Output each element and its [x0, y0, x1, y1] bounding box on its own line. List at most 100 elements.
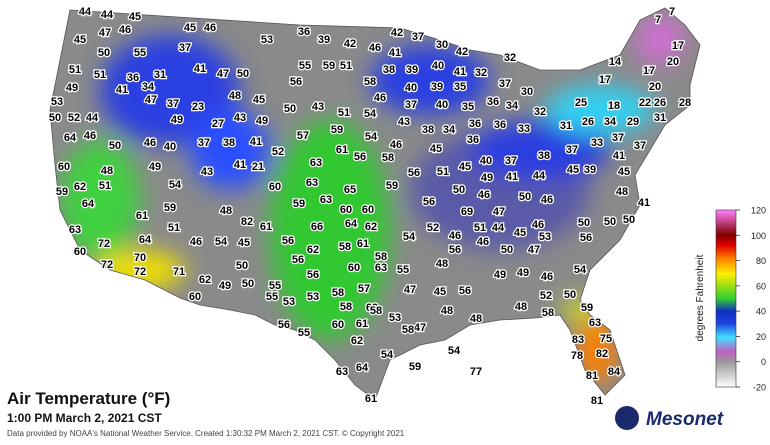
colorbar-tick-label: 20	[756, 332, 766, 342]
station-temperature: 59	[56, 186, 68, 198]
station-temperature: 46	[390, 139, 402, 151]
colorbar-ticks: -20 0 20 40 60 80 100 120	[736, 206, 766, 393]
station-temperature: 59	[386, 180, 398, 192]
station-temperature: 55	[397, 264, 409, 276]
colorbar-tick-label: 40	[756, 307, 766, 317]
station-temperature: 17	[643, 65, 655, 77]
station-temperature: 62	[307, 244, 319, 256]
station-temperature: 41	[194, 63, 206, 75]
station-temperature: 37	[566, 144, 578, 156]
station-temperature: 28	[679, 97, 691, 109]
station-temperature: 42	[344, 38, 356, 50]
station-temperature: 72	[134, 266, 146, 278]
station-temperature: 51	[437, 166, 449, 178]
station-temperature: 50	[604, 216, 616, 228]
station-temperature: 60	[189, 291, 201, 303]
station-temperature: 47	[528, 244, 540, 256]
station-temperature: 49	[66, 82, 78, 94]
station-temperature: 17	[672, 40, 684, 52]
station-temperature: 36	[298, 26, 310, 38]
station-temperature: 54	[169, 179, 182, 191]
station-temperature: 58	[364, 76, 376, 88]
station-temperature: 58	[382, 152, 394, 164]
station-temperature: 40	[164, 141, 176, 153]
station-temperature: 41	[454, 66, 466, 78]
station-temperature: 60	[366, 302, 378, 314]
station-temperature: 60	[332, 319, 344, 331]
logo-text: Mesonet	[646, 409, 724, 430]
station-temperature: 23	[192, 101, 204, 113]
station-temperature: 62	[74, 181, 86, 193]
station-temperature: 59	[164, 202, 176, 214]
station-temperature: 54	[381, 349, 394, 361]
station-temperature: 50	[564, 289, 576, 301]
station-temperature: 46	[541, 194, 553, 206]
station-temperature: 60	[74, 246, 86, 258]
station-temperature: 31	[560, 120, 572, 132]
station-temperature: 57	[297, 130, 309, 142]
station-temperature: 78	[571, 350, 583, 362]
station-temperature: 41	[613, 150, 625, 162]
station-temperature: 59	[409, 361, 421, 373]
colorbar-tick-label: 60	[756, 281, 766, 291]
map-subtitle: 1:00 PM March 2, 2021 CST	[7, 411, 162, 425]
station-temperature: 60	[362, 204, 374, 216]
station-temperature: 50	[49, 112, 61, 124]
station-temperature: 39	[584, 164, 596, 176]
station-temperature: 54	[448, 345, 461, 357]
station-temperature: 63	[336, 366, 348, 378]
station-temperature: 56	[278, 319, 290, 331]
station-temperature: 7	[655, 14, 661, 26]
station-temperature: 20	[667, 56, 679, 68]
station-temperature: 72	[101, 259, 113, 271]
station-temperature: 48	[220, 205, 232, 217]
station-temperature: 63	[310, 157, 322, 169]
station-temperature: 83	[572, 334, 584, 346]
station-temperature: 47	[404, 284, 416, 296]
station-temperature: 55	[298, 327, 310, 339]
station-temperature: 39	[431, 81, 443, 93]
station-temperature: 40	[436, 99, 448, 111]
map-title: Air Temperature (°F)	[7, 389, 170, 408]
station-temperature: 72	[98, 238, 110, 250]
station-temperature: 31	[154, 69, 166, 81]
colorbar-tick-label: -20	[753, 383, 766, 393]
station-temperature: 71	[173, 266, 185, 278]
station-temperature: 64	[64, 132, 77, 144]
station-temperature: 49	[219, 280, 231, 292]
station-temperature: 32	[534, 106, 546, 118]
station-temperature: 66	[311, 221, 323, 233]
station-temperature: 49	[149, 161, 161, 173]
station-temperature: 50	[519, 191, 531, 203]
station-temperature: 60	[269, 181, 281, 193]
station-temperature: 38	[383, 64, 395, 76]
station-temperature: 61	[357, 238, 369, 250]
station-temperature: 25	[575, 97, 587, 109]
station-temperature: 60	[340, 204, 352, 216]
station-temperature: 59	[331, 124, 343, 136]
station-temperature: 56	[290, 76, 302, 88]
station-temperature: 34	[142, 81, 155, 93]
station-temperature: 81	[586, 370, 598, 382]
station-temperature: 54	[365, 131, 378, 143]
station-temperature: 49	[256, 115, 268, 127]
station-temperature: 56	[423, 196, 435, 208]
station-temperature: 50	[242, 278, 254, 290]
station-temperature: 50	[98, 47, 110, 59]
station-temperature: 34	[443, 124, 456, 136]
station-temperature: 64	[82, 198, 95, 210]
station-temperature: 59	[581, 302, 593, 314]
station-temperature: 62	[199, 274, 211, 286]
station-temperature: 49	[517, 267, 529, 279]
station-temperature: 77	[470, 366, 482, 378]
station-temperature: 50	[623, 214, 635, 226]
station-temperature: 56	[449, 244, 461, 256]
station-temperature: 50	[237, 68, 249, 80]
station-temperature: 35	[462, 101, 474, 113]
station-temperature: 54	[215, 236, 228, 248]
station-temperature: 38	[422, 124, 434, 136]
station-temperature: 45	[74, 34, 86, 46]
station-temperature: 64	[356, 362, 369, 374]
station-temperature: 52	[68, 112, 80, 124]
station-temperature: 55	[299, 60, 311, 72]
